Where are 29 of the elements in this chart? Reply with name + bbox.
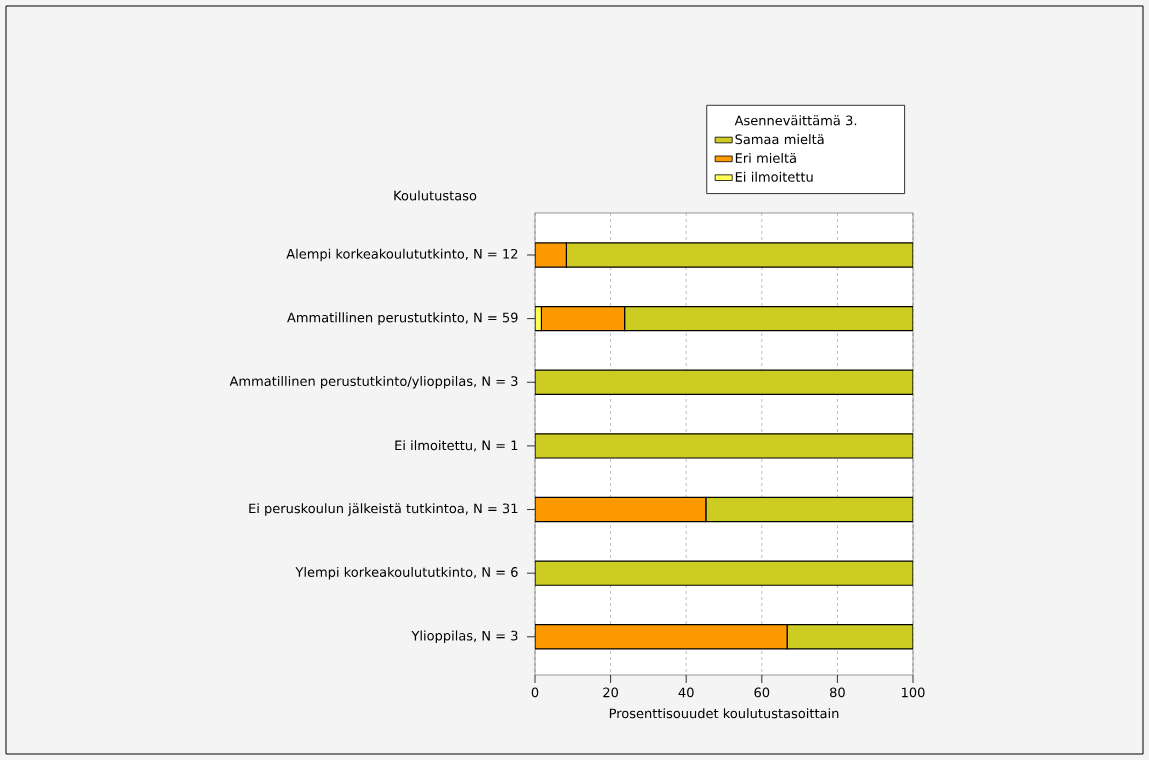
bar <box>786 624 913 650</box>
bar <box>535 624 788 650</box>
x-tick-label: 80 <box>830 687 845 698</box>
y-tick-label: Ei peruskoulun jälkeistä tutkintoa, N = 31 <box>249 503 518 516</box>
x-tick-label: 60 <box>754 687 770 698</box>
y-tick-label: Alempi korkeakoulututkinto, N = 12 <box>286 248 518 262</box>
y-tick-label: Ylempi korkeakoulututkinto, N = 6 <box>295 566 518 580</box>
bar <box>535 433 913 459</box>
x-tick-label: 20 <box>603 687 618 698</box>
bar <box>535 496 707 523</box>
bar <box>623 305 913 332</box>
x-tick-label: 100 <box>902 687 925 698</box>
legend-label: Eri mieltä <box>735 152 796 163</box>
bar <box>535 369 913 395</box>
x-tick-label: 0 <box>531 687 539 698</box>
y-tick-label: Ammatillinen perustutkinto/ylioppilas, N = 3 <box>229 375 518 389</box>
bar <box>535 560 913 586</box>
y-axis-title: Koulutustaso <box>394 190 477 201</box>
bar <box>540 305 626 332</box>
x-tick-label: 40 <box>678 687 694 698</box>
bar <box>705 496 913 523</box>
bar <box>565 242 913 268</box>
x-axis-title: Prosenttisouudet koulutustasoittain <box>609 708 839 719</box>
y-tick-label: Ei ilmoitettu, N = 1 <box>395 440 518 452</box>
legend-label: Samaa mieltä <box>735 134 824 145</box>
y-tick-label: Ammatillinen perustutkinto, N = 59 <box>287 312 518 325</box>
legend-title: Asenneväittämä 3. <box>734 115 857 126</box>
y-tick-label: Ylioppilas, N = 3 <box>411 630 518 644</box>
legend-label: Ei ilmoitettu <box>735 171 813 182</box>
